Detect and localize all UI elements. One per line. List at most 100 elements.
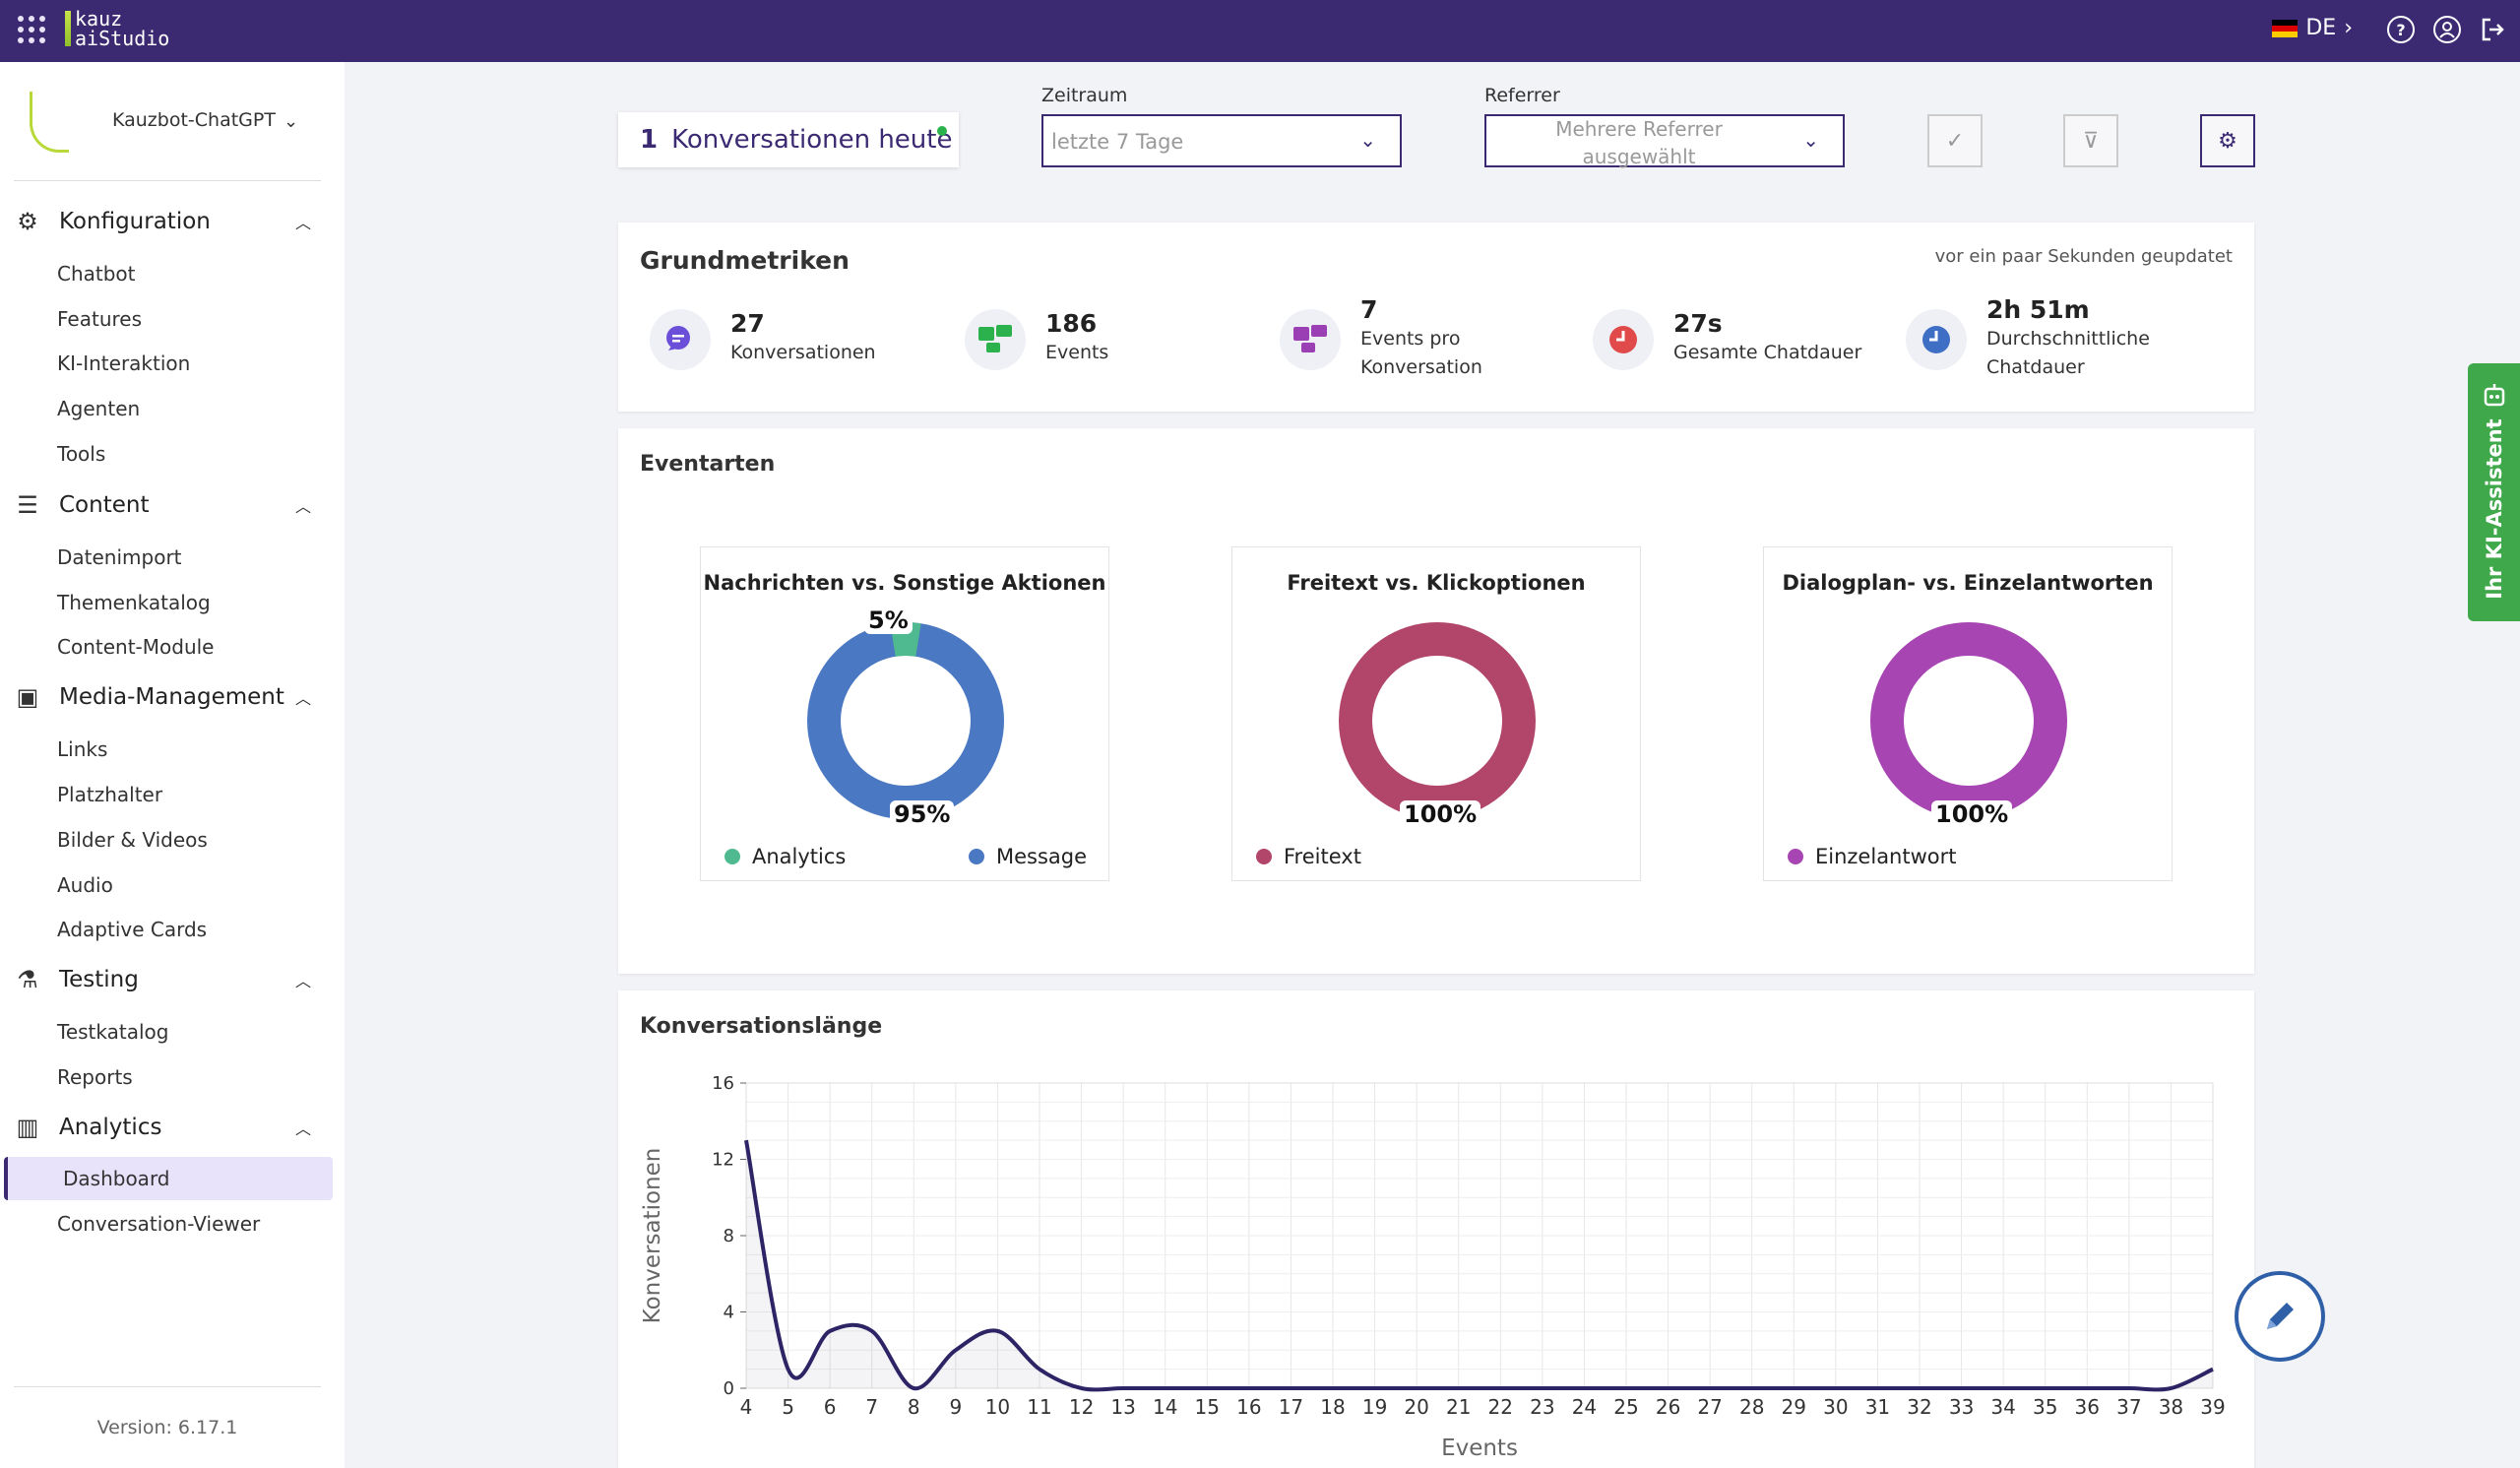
legend-item-message[interactable]: Message <box>969 845 1087 868</box>
sidebar-item-datenimport[interactable]: Datenimport <box>57 545 182 569</box>
last-updated-text: vor ein paar Sekunden geupdatet <box>1934 246 2233 267</box>
x-tick-label: 21 <box>1446 1395 1471 1419</box>
donut-slice-freitext <box>1339 622 1536 819</box>
x-tick-label: 24 <box>1572 1395 1597 1419</box>
sidebar-item-chatbot[interactable]: Chatbot <box>57 262 136 286</box>
language-code: DE <box>2305 16 2337 40</box>
metric-total-chat-duration: 27s Gesamte Chatdauer <box>1593 309 1861 370</box>
metric-events: 186 Events <box>965 309 1108 370</box>
legend-item-freitext[interactable]: Freitext <box>1256 845 1361 868</box>
sidebar-section-label: Content <box>59 492 150 518</box>
line-series-area <box>746 1140 2213 1390</box>
y-tick-label: 8 <box>724 1226 734 1246</box>
x-tick-label: 9 <box>949 1395 962 1419</box>
y-tick-label: 16 <box>712 1073 734 1094</box>
conversations-today-count: 1 <box>640 125 659 155</box>
chat-icon: ☰ <box>17 491 38 519</box>
app-launcher-icon[interactable] <box>18 16 45 43</box>
donut-chart-card: Nachrichten vs. Sonstige Aktionen 5% 95%… <box>700 546 1109 881</box>
x-tick-label: 19 <box>1362 1395 1387 1419</box>
bot-selector[interactable]: Kauzbot-ChatGPT ⌄ <box>30 92 325 153</box>
sidebar-item-conversation-viewer[interactable]: Conversation-Viewer <box>57 1212 261 1236</box>
flask-icon: ⚗ <box>17 966 38 993</box>
conversations-today-badge: 1 Konversationen heute <box>618 112 959 167</box>
chart-title: Nachrichten vs. Sonstige Aktionen <box>703 571 1106 595</box>
sidebar-item-themenkatalog[interactable]: Themenkatalog <box>57 591 211 614</box>
x-axis-label: Events <box>1441 1436 1518 1461</box>
x-tick-label: 10 <box>985 1395 1010 1419</box>
bot-logo-icon <box>30 92 69 153</box>
sidebar-item-reports[interactable]: Reports <box>57 1065 133 1089</box>
sidebar-item-ki-interaktion[interactable]: KI-Interaktion <box>57 351 191 375</box>
ki-assistant-tab[interactable]: Ihr KI-Assistent <box>2468 363 2520 621</box>
user-account-icon[interactable] <box>2433 16 2461 43</box>
x-tick-label: 14 <box>1153 1395 1177 1419</box>
sidebar-section-media-management[interactable]: ▣ Media-Management ︿ <box>14 677 321 717</box>
sidebar-section-konfiguration[interactable]: ⚙ Konfiguration ︿ <box>14 202 321 241</box>
sidebar-item-content-module[interactable]: Content-Module <box>57 635 215 659</box>
clear-filter-button[interactable]: ⊽ <box>2063 114 2118 167</box>
slice-label-analytics: 5% <box>864 606 913 634</box>
divider <box>14 180 321 181</box>
slice-label-freitext: 100% <box>1400 800 1481 828</box>
settings-button[interactable]: ⚙ <box>2200 114 2255 167</box>
y-axis-label: Konversationen <box>640 1148 665 1324</box>
x-tick-label: 18 <box>1320 1395 1345 1419</box>
y-tick-label: 0 <box>724 1378 734 1399</box>
sidebar-item-platzhalter[interactable]: Platzhalter <box>57 783 163 806</box>
referrer-select[interactable]: Mehrere Referrer ausgewählt ⌄ <box>1484 114 1845 168</box>
legend-item-einzelantwort[interactable]: Einzelantwort <box>1788 845 1957 868</box>
sidebar-item-audio[interactable]: Audio <box>57 873 113 897</box>
sidebar-item-bilder-videos[interactable]: Bilder & Videos <box>57 828 208 852</box>
sidebar-section-label: Analytics <box>59 1115 162 1140</box>
chart-title: Freitext vs. Klickoptionen <box>1287 571 1586 595</box>
sidebar-item-adaptive-cards[interactable]: Adaptive Cards <box>57 918 208 941</box>
referrer-label: Referrer <box>1484 85 1560 106</box>
konversationslaenge-title: Konversationslänge <box>640 1014 883 1039</box>
x-tick-label: 12 <box>1069 1395 1094 1419</box>
x-tick-label: 8 <box>908 1395 920 1419</box>
zeitraum-select[interactable]: letzte 7 Tage ⌄ <box>1041 114 1402 167</box>
sidebar-section-content[interactable]: ☰ Content ︿ <box>14 485 321 525</box>
sidebar-item-dashboard[interactable]: Dashboard <box>63 1167 170 1190</box>
x-tick-label: 5 <box>782 1395 794 1419</box>
x-tick-label: 16 <box>1236 1395 1261 1419</box>
x-tick-label: 37 <box>2116 1395 2141 1419</box>
sidebar-item-tools[interactable]: Tools <box>57 442 106 466</box>
apply-filter-button[interactable]: ✓ <box>1927 114 1983 167</box>
x-tick-label: 11 <box>1027 1395 1051 1419</box>
x-tick-label: 39 <box>2200 1395 2225 1419</box>
logo[interactable]: kauz aiStudio <box>65 9 169 48</box>
edit-button[interactable] <box>2235 1271 2325 1362</box>
sidebar-section-analytics[interactable]: ▥ Analytics ︿ <box>14 1108 321 1147</box>
donut-slice-message <box>807 622 1004 819</box>
zeitraum-label: Zeitraum <box>1041 85 1128 106</box>
x-tick-label: 33 <box>1949 1395 1974 1419</box>
chevron-up-icon: ︿ <box>294 497 311 516</box>
chevron-up-icon: ︿ <box>294 689 311 708</box>
x-tick-label: 20 <box>1404 1395 1428 1419</box>
clock-icon <box>1906 309 1967 370</box>
x-tick-label: 6 <box>824 1395 837 1419</box>
help-icon[interactable]: ? <box>2387 16 2415 43</box>
sidebar-section-label: Konfiguration <box>59 209 211 234</box>
sidebar-item-testkatalog[interactable]: Testkatalog <box>57 1020 169 1044</box>
konversationslaenge-card: Konversationslänge 0 4 8 12 16 4 5 6 7 8 9 10 11 12 13… <box>618 990 2254 1468</box>
legend-item-analytics[interactable]: Analytics <box>724 845 846 868</box>
top-bar: kauz aiStudio DE › ? <box>0 0 2520 62</box>
donut-chart-card: Freitext vs. Klickoptionen 100% Freitext <box>1231 546 1641 881</box>
logout-icon[interactable] <box>2479 16 2506 43</box>
events-per-conversation-icon <box>1280 309 1341 370</box>
x-tick-label: 13 <box>1110 1395 1135 1419</box>
sidebar-item-links[interactable]: Links <box>57 737 108 761</box>
german-flag-icon <box>2272 19 2299 37</box>
bar-chart-icon: ▥ <box>16 1114 39 1141</box>
sidebar-section-testing[interactable]: ⚗ Testing ︿ <box>14 960 321 999</box>
chart-title: Dialogplan- vs. Einzelantworten <box>1782 571 2154 595</box>
x-tick-label: 17 <box>1279 1395 1303 1419</box>
sidebar-item-features[interactable]: Features <box>57 307 142 331</box>
x-tick-label: 28 <box>1739 1395 1764 1419</box>
sidebar-item-agenten[interactable]: Agenten <box>57 397 141 420</box>
language-selector[interactable]: DE › <box>2272 16 2353 40</box>
x-tick-label: 7 <box>865 1395 878 1419</box>
